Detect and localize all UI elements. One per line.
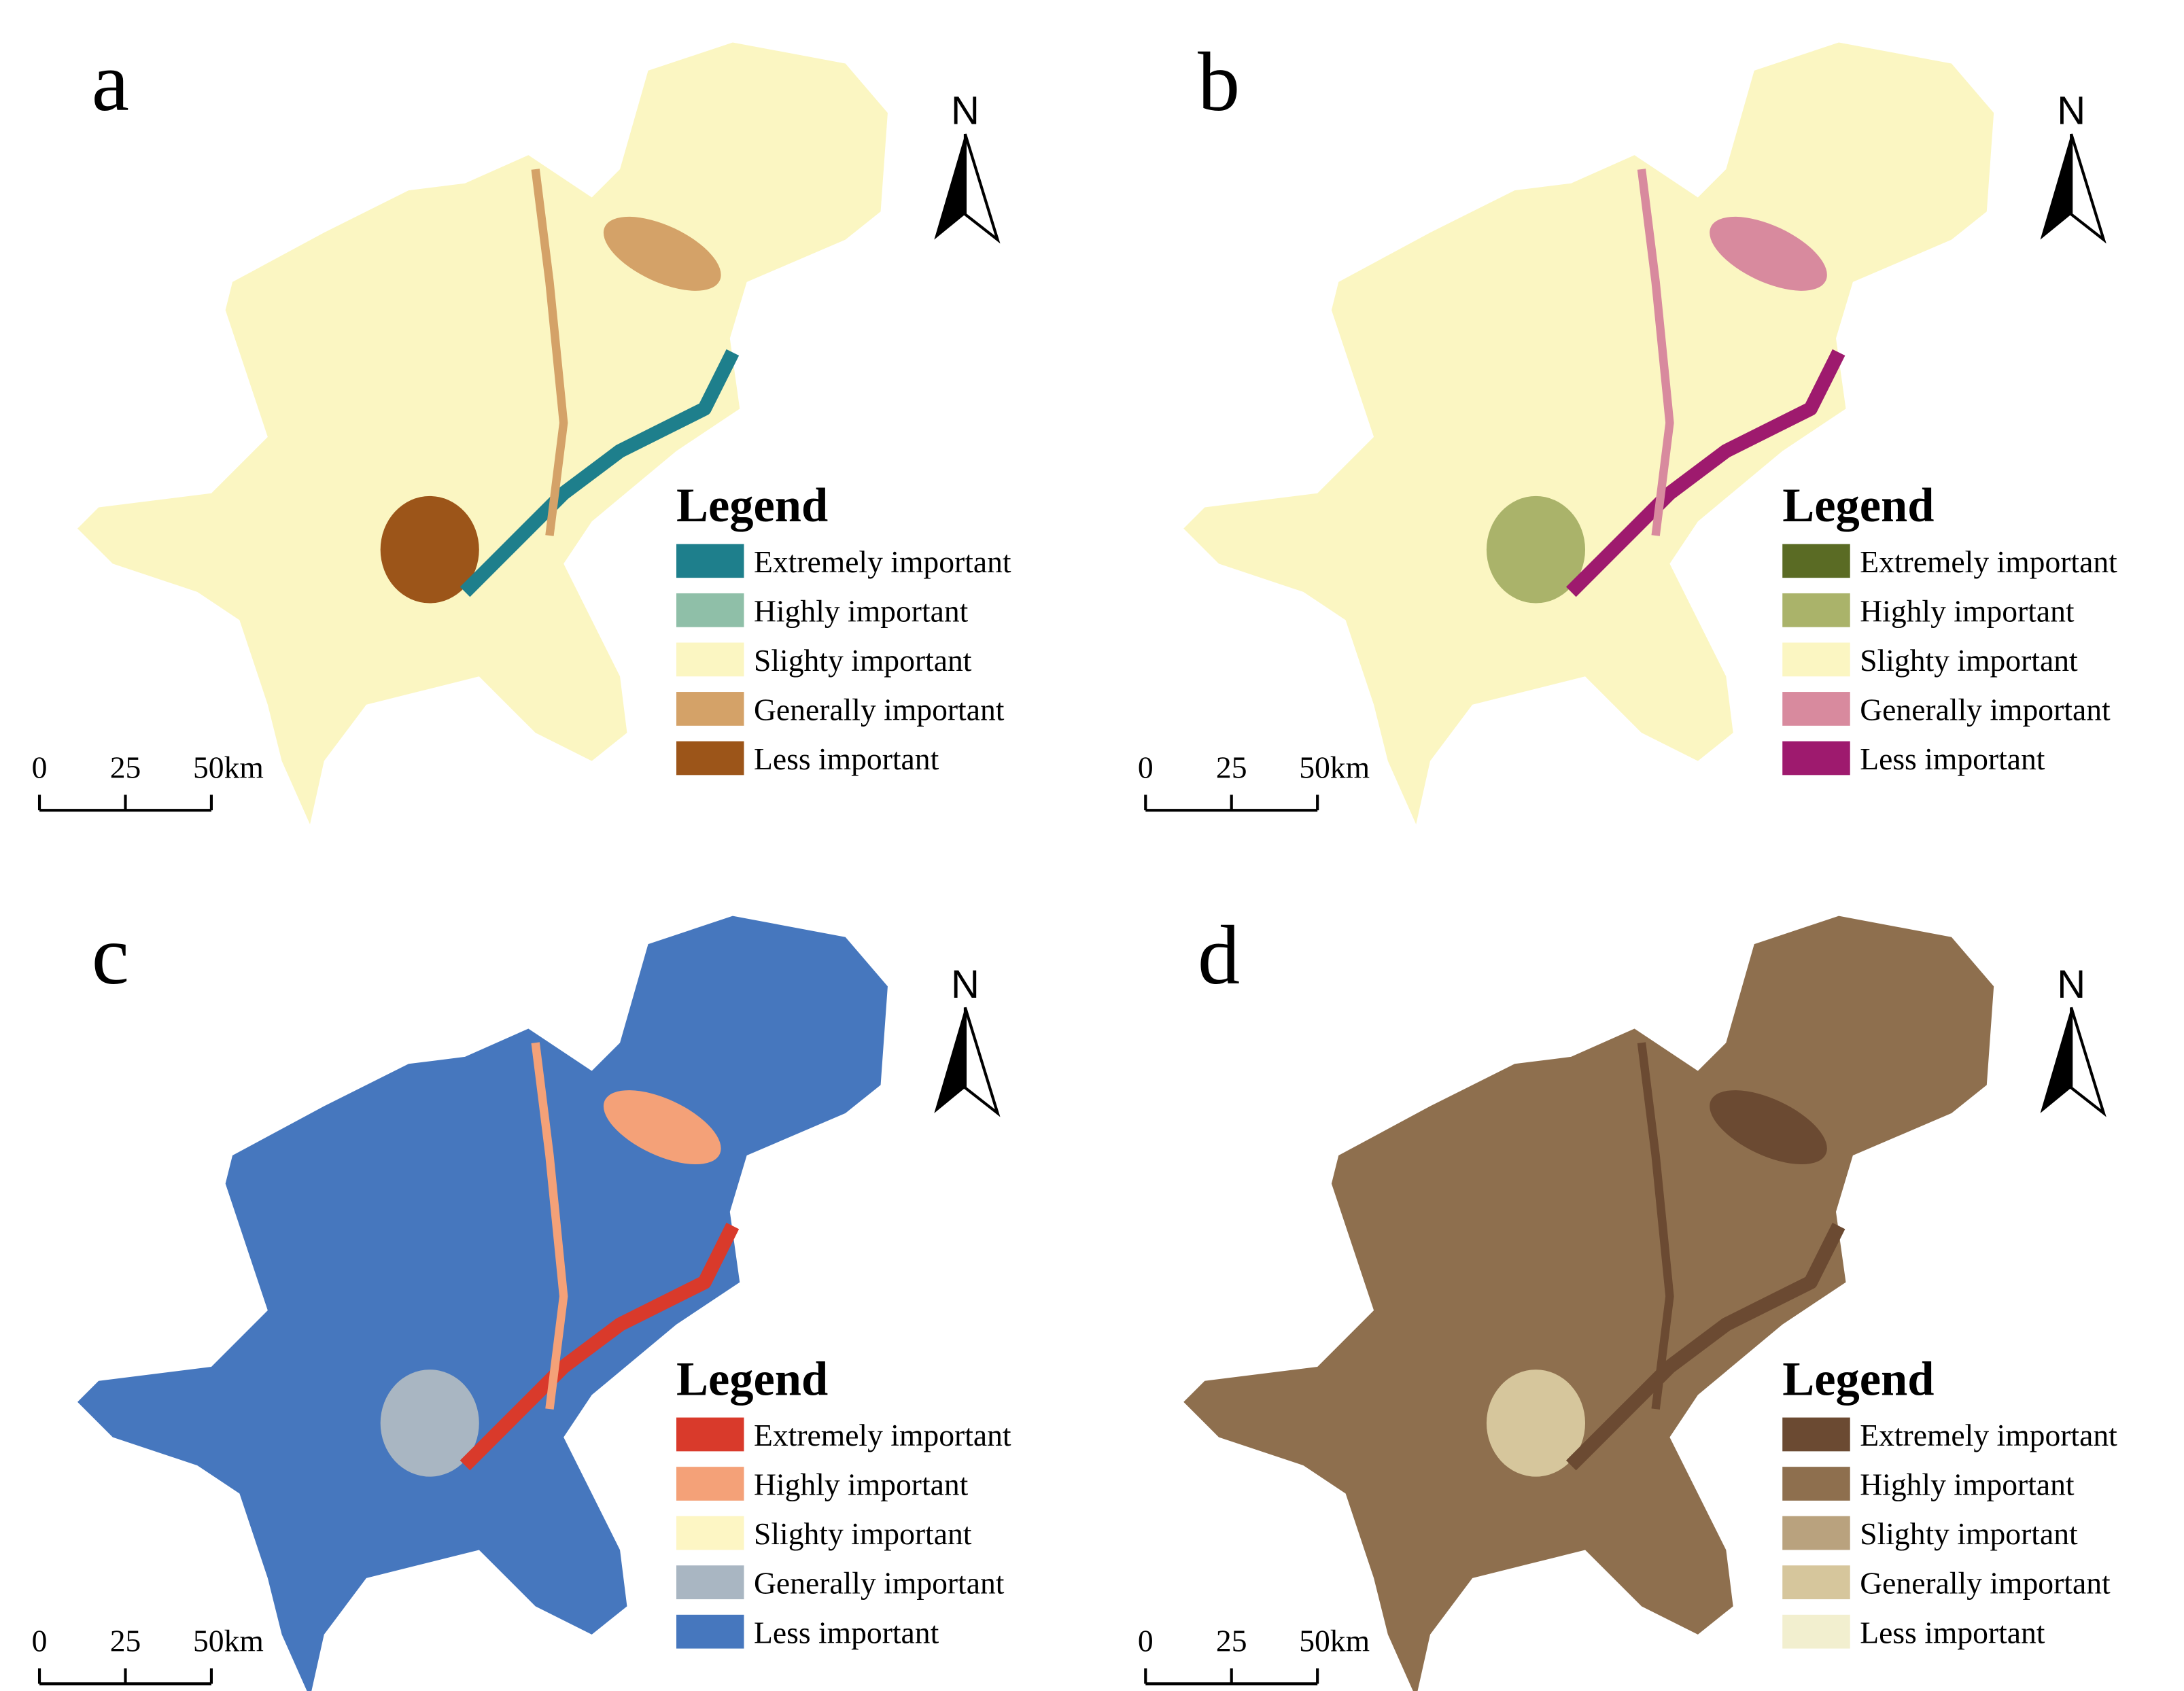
scale-label: 50km (193, 750, 264, 785)
legend-label: Highly important (754, 593, 969, 628)
scale-label: 25 (110, 750, 141, 785)
legend-swatch (676, 1467, 744, 1501)
north-arrow (2070, 133, 2107, 244)
legend-swatch (1782, 593, 1850, 627)
map-panel: a N 0 25 50km Legend Extremely important Highly… (32, 35, 1011, 824)
legend-title: Legend (676, 479, 828, 532)
map-panel: d N 0 25 50km Legend Extremely important Highly… (1138, 908, 2117, 1691)
legend-label: Extremely important (1860, 544, 2117, 579)
map-zone (460, 349, 740, 597)
north-label: N (951, 89, 980, 133)
scale-label: 0 (32, 1624, 48, 1658)
legend-swatch (676, 1565, 744, 1600)
legend-swatch (1782, 1516, 1850, 1550)
legend-label: Less important (1860, 1615, 2045, 1650)
scale-label: 0 (1138, 1624, 1154, 1658)
legend-swatch (1782, 741, 1850, 775)
north-arrow (963, 133, 1001, 244)
legend-label: Slighty important (1860, 643, 2078, 678)
legend-label: Highly important (754, 1467, 969, 1502)
map-zone (1486, 495, 1586, 604)
map-panel: b N 0 25 50km Legend Extremely important Highly… (1138, 35, 2117, 824)
map-zone (603, 216, 721, 291)
north-arrow (2070, 1007, 2107, 1117)
legend-swatch (676, 593, 744, 627)
legend-swatch (1782, 1467, 1850, 1501)
legend-label: Generally important (754, 1566, 1005, 1601)
legend-title: Legend (1782, 1353, 1934, 1406)
legend-swatch (1782, 1565, 1850, 1600)
map-zone (603, 1090, 721, 1165)
scale-label: 50km (1299, 1624, 1370, 1658)
legend-label: Extremely important (754, 544, 1011, 579)
north-arrow (963, 1007, 1001, 1117)
legend-label: Less important (754, 1615, 939, 1650)
map-zone (460, 1223, 740, 1471)
legend-label: Slighty important (754, 1516, 972, 1551)
legend-swatch (676, 692, 744, 726)
north-arrow (2040, 134, 2072, 240)
legend-swatch (676, 1417, 744, 1452)
legend-swatch (676, 1516, 744, 1550)
legend-swatch (1782, 692, 1850, 726)
legend-label: Extremely important (754, 1418, 1011, 1452)
legend-label: Generally important (1860, 1566, 2111, 1601)
legend-label: Extremely important (1860, 1418, 2117, 1452)
north-arrow (934, 1007, 965, 1113)
map-zone (531, 1042, 568, 1410)
north-label: N (2057, 962, 2085, 1007)
map-panel: c N 0 25 50km Legend Extremely important Highly… (32, 908, 1011, 1691)
map-zone (1637, 169, 1674, 536)
legend-label: Less important (1860, 742, 2045, 776)
scale-label: 25 (1216, 1624, 1247, 1658)
panel-label: d (1198, 908, 1240, 1002)
map-zone (380, 495, 479, 604)
legend-swatch (1782, 1417, 1850, 1452)
map-zone (531, 169, 568, 536)
scale-label: 50km (1299, 750, 1370, 785)
legend-swatch (676, 544, 744, 578)
north-label: N (951, 962, 980, 1007)
legend-label: Generally important (754, 693, 1005, 727)
scale-label: 0 (1138, 750, 1154, 785)
map-zone (1710, 1090, 1827, 1165)
scale-label: 50km (193, 1624, 264, 1658)
panel-label: a (92, 35, 129, 128)
legend-label: Highly important (1860, 1467, 2075, 1502)
map-zone (380, 1370, 479, 1477)
legend-label: Less important (754, 742, 939, 776)
legend-swatch (676, 741, 744, 775)
map-zone (1565, 1223, 1845, 1471)
legend-swatch (1782, 642, 1850, 677)
legend-label: Generally important (1860, 693, 2111, 727)
legend-title: Legend (1782, 479, 1934, 532)
scale-label: 25 (110, 1624, 141, 1658)
legend-swatch (1782, 1614, 1850, 1649)
map-zone (1637, 1042, 1674, 1410)
panel-label: b (1198, 35, 1240, 128)
legend-title: Legend (676, 1353, 828, 1406)
north-arrow (934, 134, 965, 240)
map-zone (1486, 1370, 1586, 1477)
legend-label: Highly important (1860, 593, 2075, 628)
scale-label: 0 (32, 750, 48, 785)
map-zone (1565, 349, 1845, 597)
legend-swatch (676, 1614, 744, 1649)
legend-label: Slighty important (1860, 1516, 2078, 1551)
panel-label: c (92, 908, 129, 1002)
map-zone (1710, 216, 1827, 291)
north-label: N (2057, 89, 2085, 133)
scale-label: 25 (1216, 750, 1247, 785)
north-arrow (2040, 1007, 2072, 1113)
legend-swatch (1782, 544, 1850, 578)
legend-swatch (676, 642, 744, 677)
legend-label: Slighty important (754, 643, 972, 678)
